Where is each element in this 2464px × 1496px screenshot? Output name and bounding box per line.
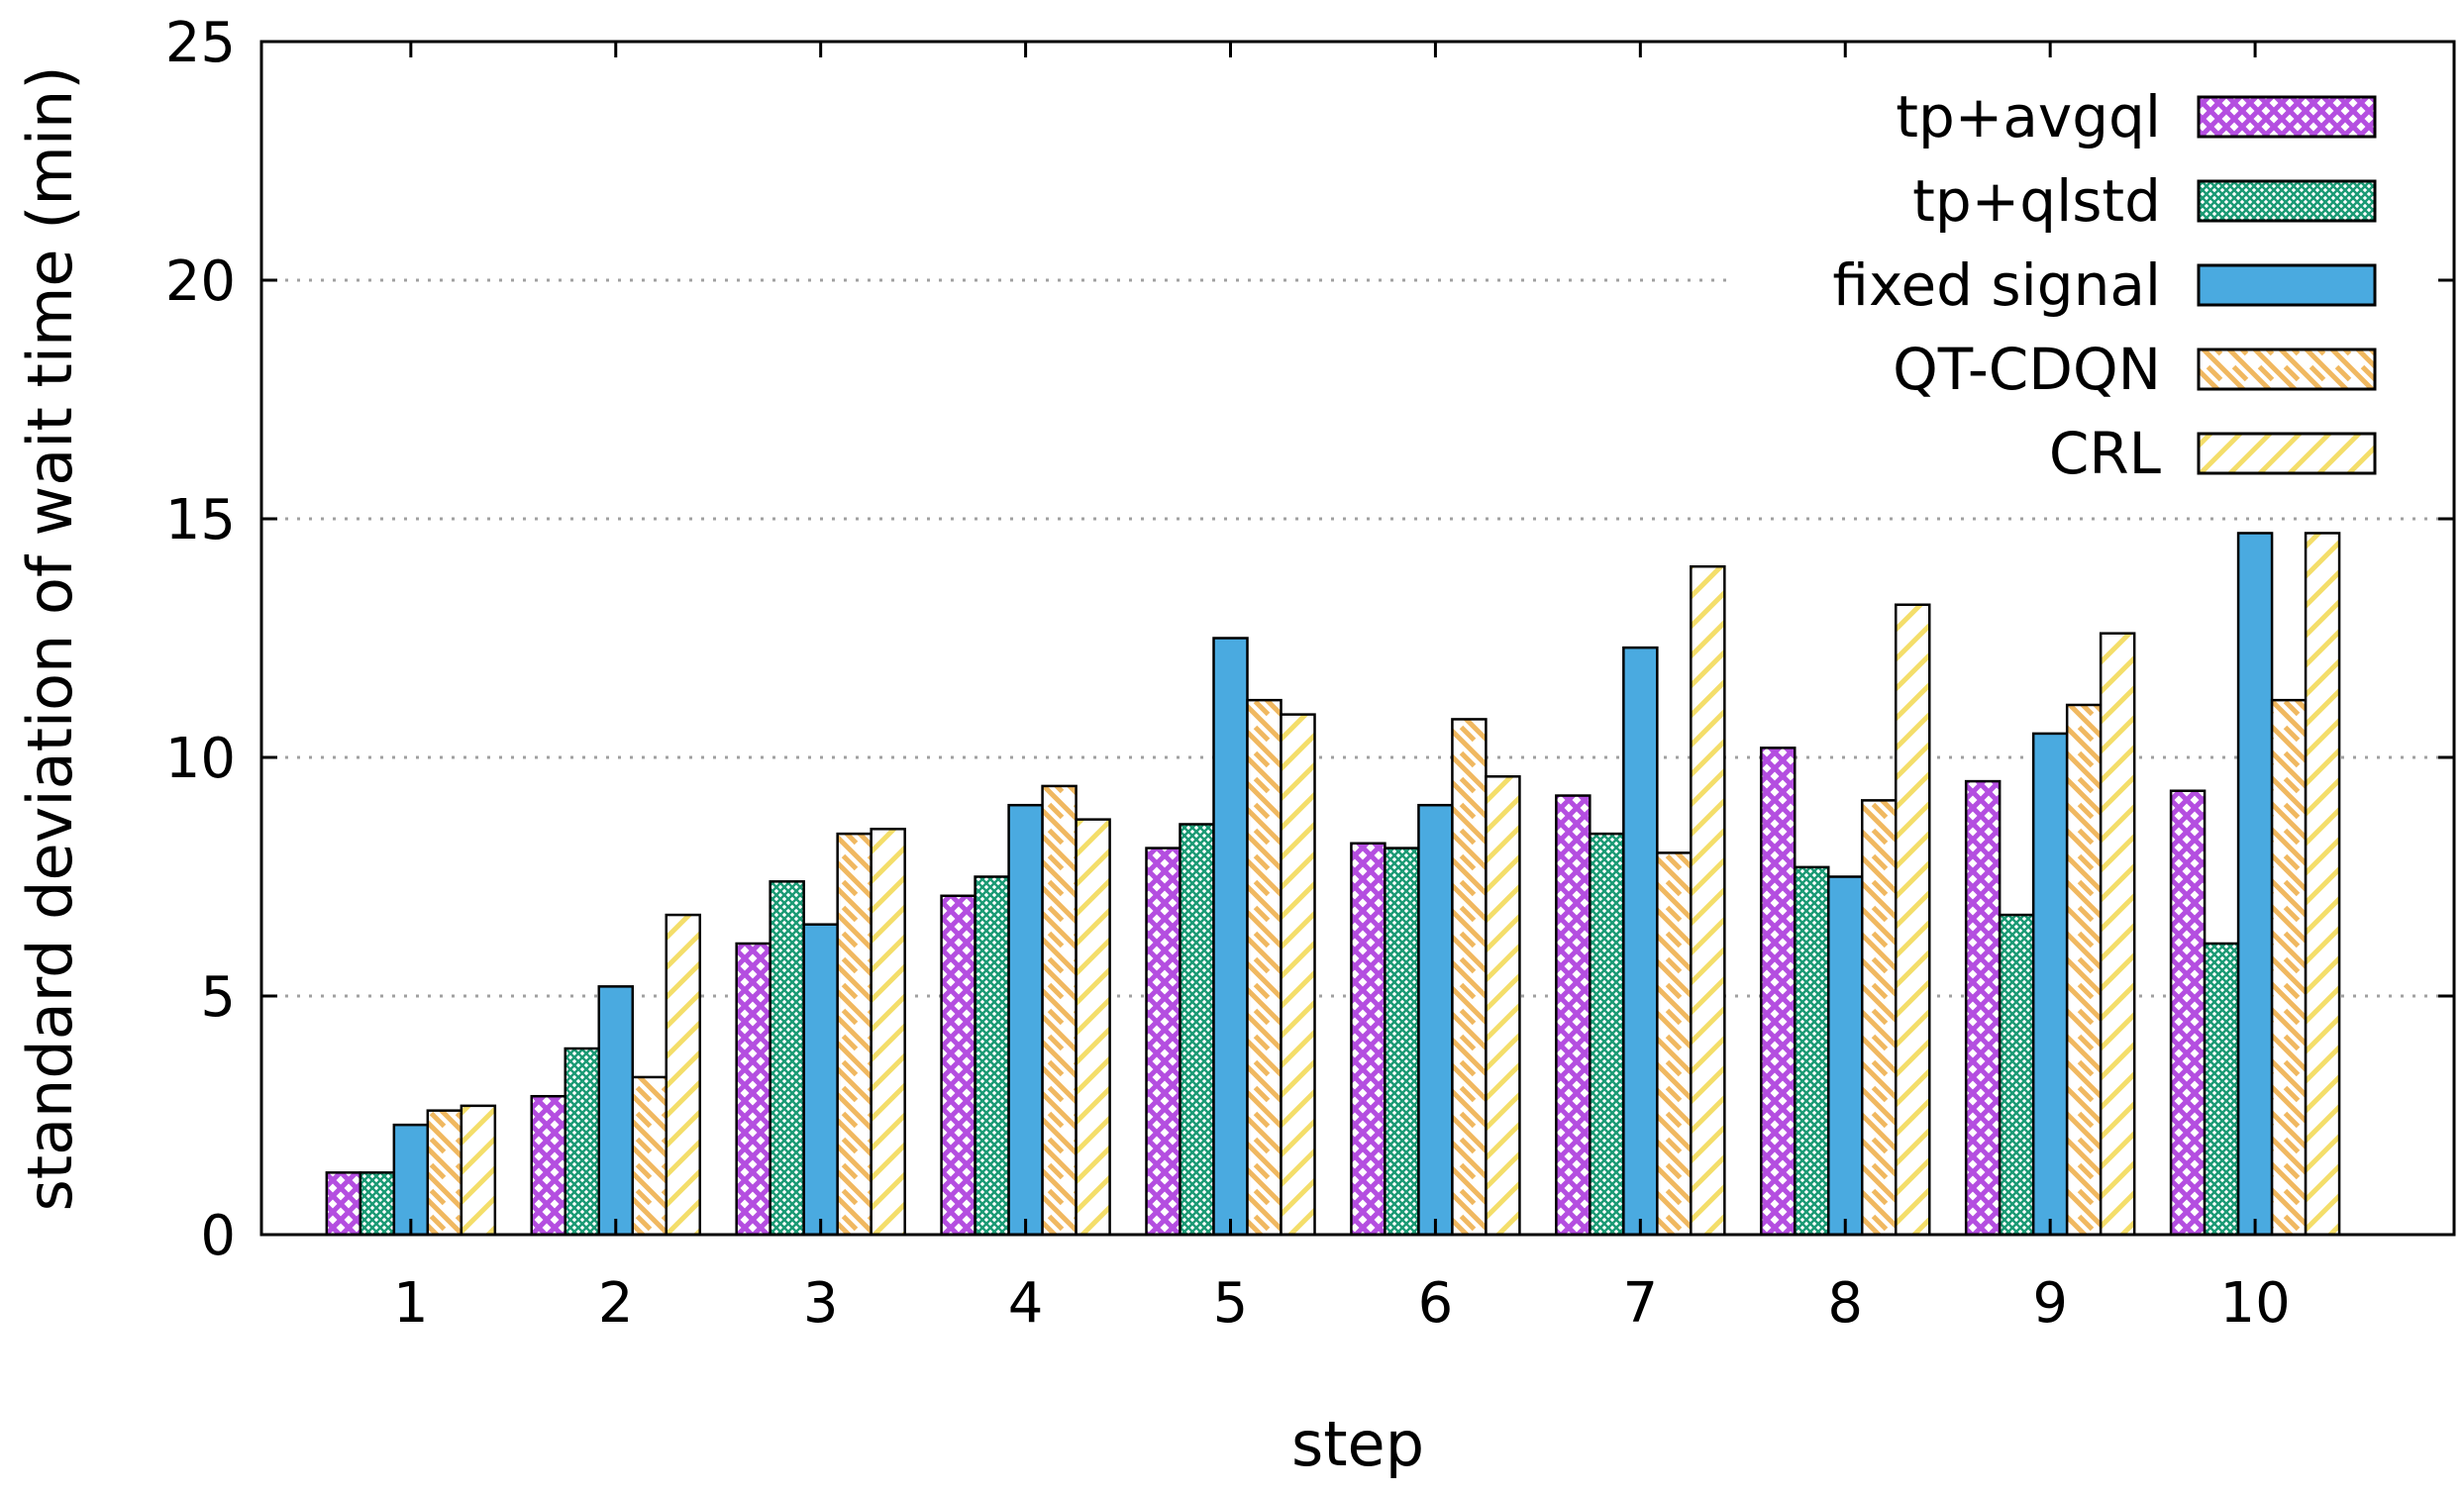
- bar-crl-step-1: [460, 1104, 497, 1237]
- x-tick-label: 8: [1827, 1271, 1863, 1336]
- plot-area-frame: [259, 40, 2456, 1237]
- bar-crl-step-6: [1485, 775, 1521, 1237]
- bar-fixed-signal-step-5: [1212, 637, 1249, 1237]
- bar-fixed-signal-step-2: [597, 985, 635, 1237]
- bar-tp-qlstd-step-5: [1179, 823, 1215, 1237]
- y-tick-label: 20: [165, 249, 236, 314]
- y-axis-title: standard deviation of wait time (min): [14, 65, 86, 1211]
- bar-qt-cdqn-step-3: [836, 832, 873, 1237]
- bar-tp-avgql-step-6: [1350, 842, 1386, 1237]
- bars: [325, 532, 2341, 1237]
- bar-fixed-signal-step-9: [2031, 732, 2069, 1237]
- bar-fixed-signal-step-4: [1007, 803, 1044, 1237]
- bar-fixed-signal-step-10: [2236, 532, 2274, 1237]
- bar-crl-step-9: [2099, 632, 2136, 1237]
- bar-tp-avgql-step-10: [2169, 789, 2207, 1237]
- bar-tp-qlstd-step-8: [1794, 865, 1830, 1237]
- legend-swatch: [2197, 348, 2377, 391]
- bar-qt-cdqn-step-7: [1656, 851, 1693, 1237]
- y-tick-label: 15: [165, 488, 236, 552]
- bar-tp-avgql-step-4: [940, 894, 976, 1237]
- x-tick-label: 2: [598, 1271, 634, 1336]
- x-axis: 1 2 3 4 5 6 7 8 9 10: [393, 42, 2291, 1336]
- legend: tp+avgql tp+qlstd fixed signal QT-CDQN CRL: [1832, 83, 2377, 487]
- x-tick-label: 3: [803, 1271, 839, 1336]
- bar-crl-step-7: [1690, 564, 1726, 1237]
- bar-tp-avgql-step-1: [325, 1171, 362, 1237]
- bar-qt-cdqn-step-2: [631, 1075, 668, 1237]
- y-tick-label: 25: [165, 11, 236, 75]
- bar-qt-cdqn-step-6: [1451, 718, 1488, 1237]
- legend-label: fixed signal: [1832, 251, 2161, 319]
- bar-tp-avgql-step-9: [1964, 779, 2002, 1237]
- bar-qt-cdqn-step-8: [1861, 799, 1898, 1237]
- legend-swatch: [2197, 179, 2377, 223]
- x-tick-label: 6: [1418, 1271, 1454, 1336]
- bar-qt-cdqn-step-4: [1041, 784, 1078, 1237]
- legend-label: CRL: [2049, 420, 2161, 487]
- x-tick-label: 5: [1213, 1271, 1249, 1336]
- bar-qt-cdqn-step-10: [2270, 698, 2308, 1237]
- bar-fixed-signal-step-1: [392, 1123, 430, 1237]
- bar-tp-qlstd-step-7: [1589, 832, 1625, 1237]
- legend-swatch: [2197, 263, 2377, 307]
- legend-swatch: [2197, 432, 2377, 475]
- bar-fixed-signal-step-8: [1827, 875, 1864, 1237]
- bar-crl-step-2: [665, 913, 702, 1237]
- x-tick-label: 4: [1008, 1271, 1044, 1336]
- bar-qt-cdqn-step-9: [2065, 703, 2103, 1237]
- bar-qt-cdqn-step-5: [1246, 698, 1283, 1237]
- legend-label: QT-CDQN: [1893, 336, 2161, 403]
- y-tick-label: 5: [200, 965, 236, 1030]
- x-tick-label: 9: [2032, 1271, 2068, 1336]
- y-axis: 0 5 10 15 20 25: [165, 11, 2454, 1268]
- legend-swatch: [2197, 95, 2377, 139]
- bar-tp-qlstd-step-1: [359, 1171, 396, 1237]
- bar-tp-qlstd-step-4: [974, 875, 1010, 1237]
- bar-fixed-signal-step-6: [1417, 803, 1454, 1237]
- bar-tp-avgql-step-3: [735, 942, 771, 1237]
- bar-tp-qlstd-step-6: [1384, 847, 1420, 1237]
- bar-crl-step-5: [1280, 713, 1316, 1237]
- x-tick-label: 10: [2219, 1271, 2290, 1336]
- bar-crl-step-10: [2304, 532, 2341, 1237]
- bar-tp-qlstd-step-3: [769, 880, 805, 1237]
- bar-crl-step-4: [1075, 818, 1111, 1237]
- bar-tp-qlstd-step-9: [1998, 913, 2035, 1237]
- legend-label: tp+avgql: [1896, 83, 2161, 150]
- bar-crl-step-3: [870, 828, 906, 1237]
- legend-label: tp+qlstd: [1912, 167, 2161, 235]
- x-tick-label: 1: [393, 1271, 429, 1336]
- y-tick-label: 10: [165, 727, 236, 791]
- bar-tp-avgql-step-2: [530, 1094, 567, 1237]
- bar-fixed-signal-step-3: [802, 923, 839, 1237]
- bar-tp-avgql-step-7: [1555, 794, 1591, 1237]
- bar-tp-avgql-step-8: [1760, 747, 1797, 1237]
- bar-fixed-signal-step-7: [1622, 646, 1659, 1237]
- bar-crl-step-8: [1895, 603, 1931, 1237]
- bar-qt-cdqn-step-1: [426, 1109, 463, 1237]
- x-axis-title: step: [1291, 1408, 1424, 1480]
- bar-tp-avgql-step-5: [1145, 847, 1181, 1237]
- x-tick-label: 7: [1623, 1271, 1659, 1336]
- bar-tp-qlstd-step-2: [564, 1047, 601, 1237]
- bar-tp-qlstd-step-10: [2203, 942, 2240, 1237]
- y-tick-label: 0: [200, 1204, 236, 1268]
